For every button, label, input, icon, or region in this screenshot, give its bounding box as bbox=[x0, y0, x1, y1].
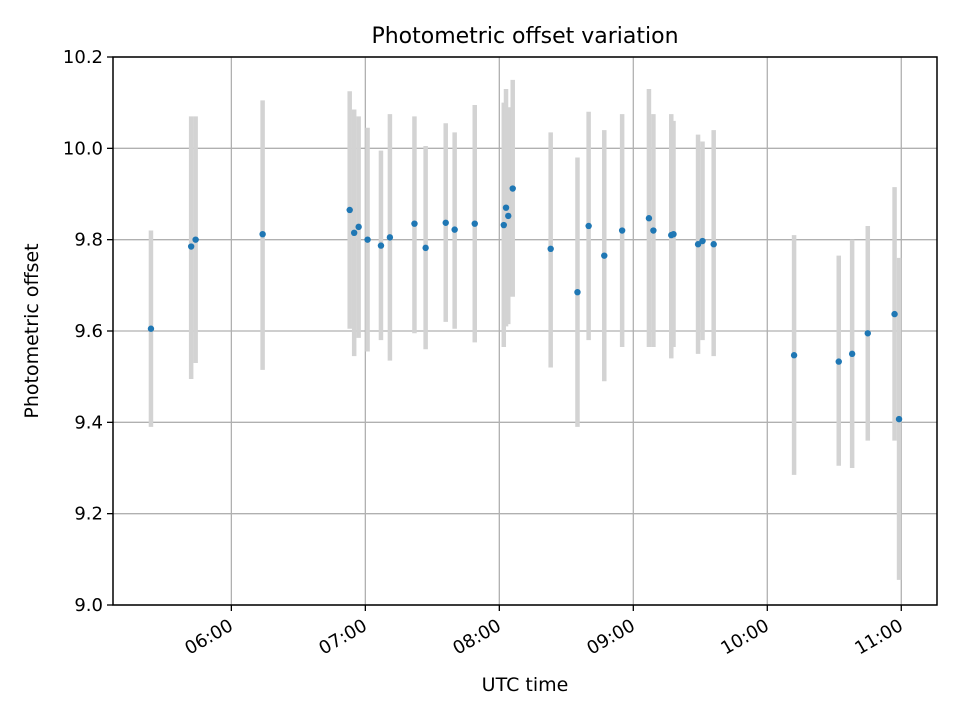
data-point bbox=[500, 221, 507, 229]
y-axis-label: Photometric offset bbox=[21, 243, 43, 418]
data-point bbox=[509, 185, 516, 192]
data-point bbox=[650, 227, 657, 234]
x-axis-label: UTC time bbox=[482, 674, 569, 696]
y-tick-label: 9.0 bbox=[74, 595, 103, 616]
data-point bbox=[864, 330, 871, 337]
data-point bbox=[147, 325, 155, 332]
data-point bbox=[574, 288, 581, 296]
data-point bbox=[377, 242, 385, 249]
data-point bbox=[451, 226, 458, 233]
data-point bbox=[618, 227, 626, 234]
y-tick-label: 9.2 bbox=[74, 504, 103, 525]
data-point bbox=[364, 236, 371, 243]
data-point bbox=[547, 245, 554, 252]
y-axis: 9.0 9.2 9.4 9.6 9.8 10.0 10.2 bbox=[63, 47, 113, 616]
data-point bbox=[192, 236, 199, 243]
data-point bbox=[645, 215, 653, 222]
y-tick-label: 9.8 bbox=[74, 230, 103, 251]
data-point bbox=[848, 350, 856, 358]
data-point bbox=[895, 415, 903, 423]
data-point bbox=[710, 241, 717, 248]
data-point bbox=[346, 206, 353, 214]
x-tick-label: 08:00 bbox=[449, 615, 504, 659]
y-tick-label: 10.2 bbox=[63, 47, 103, 68]
data-points bbox=[147, 185, 903, 423]
data-point bbox=[259, 230, 266, 238]
data-point bbox=[502, 204, 510, 211]
y-tick-label: 9.6 bbox=[74, 321, 103, 342]
x-tick-label: 10:00 bbox=[717, 615, 772, 659]
data-point bbox=[601, 252, 608, 259]
chart-title: Photometric offset variation bbox=[371, 24, 678, 49]
data-point bbox=[699, 237, 706, 245]
x-tick-label: 07:00 bbox=[315, 615, 370, 659]
data-point bbox=[422, 244, 429, 252]
x-tick-label: 06:00 bbox=[181, 615, 236, 659]
data-point bbox=[670, 230, 677, 238]
x-tick-label: 11:00 bbox=[851, 615, 906, 659]
y-tick-label: 10.0 bbox=[63, 138, 103, 159]
data-point bbox=[350, 229, 358, 237]
data-point bbox=[471, 220, 478, 227]
data-point bbox=[694, 241, 702, 248]
data-point bbox=[386, 234, 394, 241]
data-point bbox=[835, 358, 842, 365]
data-point bbox=[891, 310, 898, 318]
x-tick-label: 09:00 bbox=[583, 615, 638, 659]
data-point bbox=[187, 243, 195, 250]
data-point bbox=[411, 220, 418, 227]
y-tick-label: 9.4 bbox=[74, 412, 103, 433]
data-point bbox=[355, 223, 362, 231]
data-point bbox=[505, 212, 512, 220]
x-axis: 06:00 07:00 08:00 09:00 10:00 11:00 bbox=[181, 605, 907, 659]
data-point bbox=[442, 219, 449, 226]
data-point bbox=[585, 222, 592, 230]
data-point bbox=[790, 352, 798, 359]
